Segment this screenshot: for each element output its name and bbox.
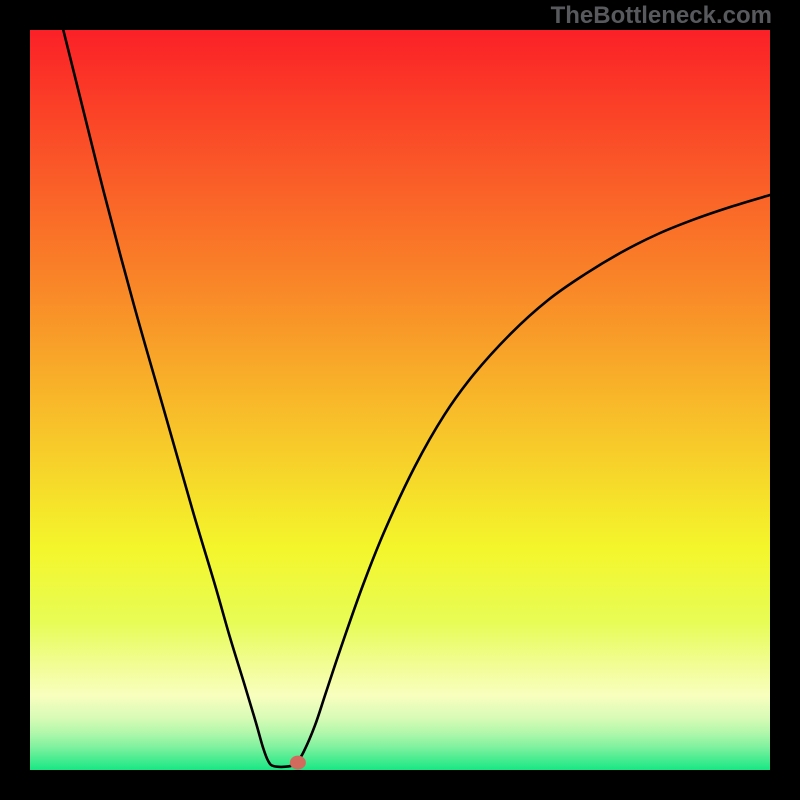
chart-svg xyxy=(30,30,770,770)
optimal-point-marker xyxy=(290,756,306,770)
gradient-background xyxy=(30,30,770,770)
watermark-text: TheBottleneck.com xyxy=(551,2,772,30)
plot-area xyxy=(30,30,770,770)
chart-frame xyxy=(0,0,800,800)
